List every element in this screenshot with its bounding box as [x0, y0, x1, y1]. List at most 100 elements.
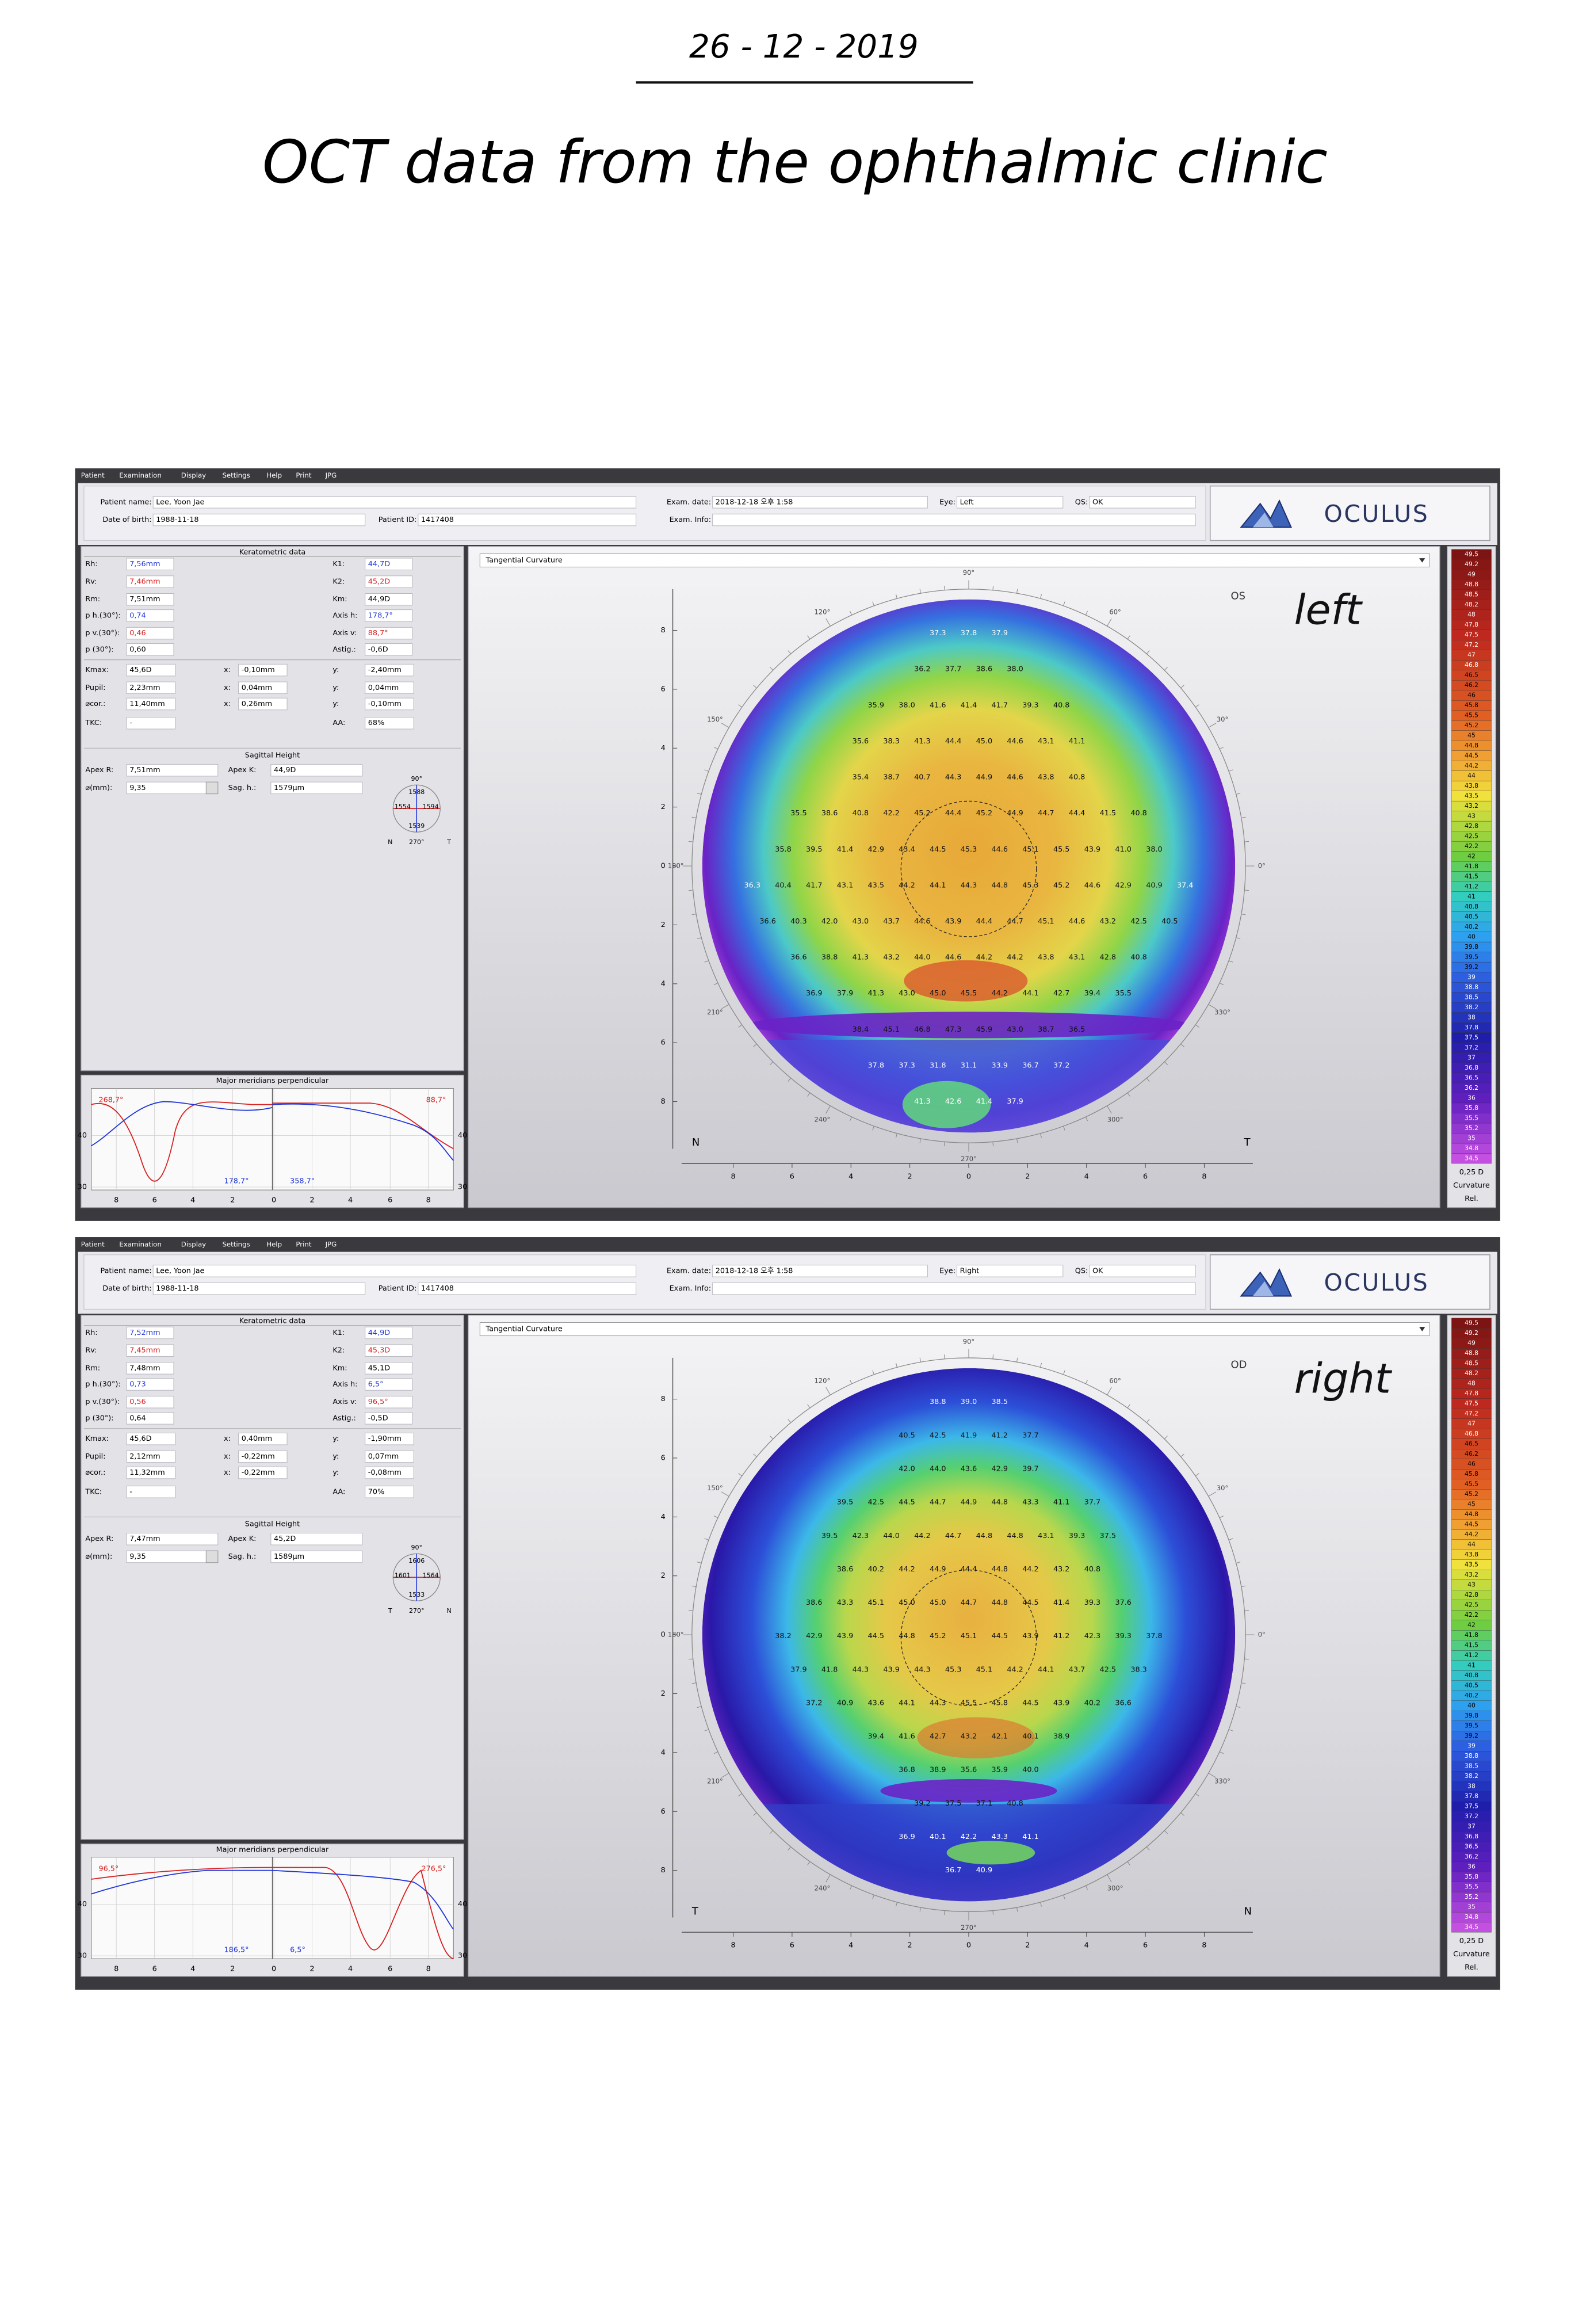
field-box [152, 496, 637, 509]
menu-item[interactable]: Examination [119, 471, 162, 479]
field-label: Apex K: [228, 1535, 257, 1543]
map-value: 39.3 [1022, 701, 1038, 709]
map-value: 43.1 [837, 881, 853, 890]
map-value: 39.5 [837, 1498, 853, 1507]
field-label: K1: [332, 560, 345, 568]
scale-label: 43.8 [1465, 782, 1478, 789]
menu-item[interactable]: Patient [81, 471, 105, 479]
map-value: 41.1 [1053, 1498, 1069, 1507]
angle-tick [1236, 793, 1241, 795]
field-label: ⌀cor.: [85, 1468, 105, 1477]
menu-item[interactable]: Display [181, 471, 206, 479]
y-tick-label: 2 [661, 1689, 666, 1698]
x-tick-label: 4 [190, 1965, 195, 1974]
map-value: 38.6 [821, 809, 838, 818]
menu-item[interactable]: Patient [81, 1240, 105, 1248]
field-label: Eye: [939, 498, 955, 506]
y-tick-label: 6 [661, 1453, 666, 1462]
field-label: Axis v: [332, 1398, 357, 1406]
side-label: N [692, 1136, 700, 1148]
map-lid-shadow [880, 1779, 1057, 1803]
scale-label: 45.5 [1465, 711, 1478, 719]
menu-item[interactable]: Examination [119, 1240, 162, 1248]
dropdown[interactable] [479, 1322, 1430, 1337]
field-value: 178,7° [368, 611, 393, 620]
field-box [712, 1265, 928, 1277]
map-value: 37.7 [1084, 1498, 1100, 1507]
angle-tick [769, 666, 774, 671]
y-tick-label: 8 [661, 1866, 666, 1875]
compass-label: 90° [411, 1544, 422, 1551]
map-value: 44.2 [976, 953, 992, 962]
field-label: Axis h: [332, 1380, 357, 1388]
field-value: 7,56mm [129, 560, 160, 568]
side-label: T [1244, 1136, 1251, 1148]
menu-item[interactable]: JPG [325, 1240, 337, 1248]
field-label: p (30°): [85, 645, 113, 654]
map-value: 44.3 [930, 1699, 946, 1707]
menu-item[interactable]: Help [266, 1240, 282, 1248]
angle-label: 120° [814, 608, 830, 616]
scale-label: 34.8 [1465, 1144, 1478, 1152]
map-value: 43.9 [945, 917, 961, 926]
y-tick-label: 40 [78, 1131, 87, 1140]
menu-item[interactable]: Print [296, 471, 311, 479]
angle-tick [872, 1126, 874, 1131]
y-tick-label: 0 [661, 1631, 666, 1639]
map-value: 45.0 [976, 737, 992, 746]
angle-tick [738, 1793, 743, 1796]
map-value: 35.6 [961, 1766, 977, 1775]
angle-label: 330° [1214, 1008, 1230, 1016]
angle-tick [721, 1004, 729, 1009]
menu-item[interactable]: Help [266, 471, 282, 479]
map-value: 39.4 [1084, 989, 1100, 998]
map-value: 38.6 [806, 1598, 822, 1607]
field-label: y: [332, 684, 339, 692]
angle-tick [691, 816, 697, 818]
angle-tick [807, 1861, 811, 1865]
angle-tick [895, 594, 897, 599]
map-value: 41.8 [821, 1665, 838, 1674]
field-value: -0,22mm [242, 1452, 275, 1461]
x-tick-label: 8 [731, 1941, 735, 1950]
field-box [365, 627, 413, 640]
map-value: 38.0 [1146, 845, 1162, 854]
map-value: 40.8 [1069, 773, 1085, 782]
angle-tick [704, 1538, 709, 1541]
scale-label: 38.2 [1465, 1003, 1478, 1011]
menu-item[interactable]: Print [296, 1240, 311, 1248]
scale-label: 49.5 [1465, 1319, 1478, 1327]
field-value: 6,5° [368, 1380, 384, 1388]
scale-label: 39.8 [1465, 943, 1478, 951]
map-value: 42.6 [945, 1097, 961, 1106]
menu-item[interactable]: Display [181, 1240, 206, 1248]
field-label: Exam. Info: [670, 516, 712, 524]
handwritten-eye: left [1294, 585, 1363, 634]
dropdown[interactable] [479, 553, 1430, 567]
map-value: 44.3 [914, 1665, 930, 1674]
spinner[interactable] [205, 1550, 219, 1563]
angle-label: 270° [961, 1155, 977, 1163]
menu-item[interactable]: Settings [222, 471, 250, 479]
field-label: K2: [332, 578, 345, 586]
map-value: 40.4 [775, 881, 791, 890]
angle-tick [691, 914, 697, 915]
field-label: AA: [332, 1487, 345, 1496]
scale-label: 48.2 [1465, 1369, 1478, 1377]
spinner[interactable] [205, 781, 219, 795]
menu-item[interactable]: JPG [325, 471, 337, 479]
map-value: 41.4 [837, 845, 853, 854]
x-tick-label: 2 [908, 1173, 912, 1181]
field-box [365, 663, 414, 677]
field-label: Pupil: [85, 684, 105, 692]
y-tick-label: 4 [661, 1513, 666, 1521]
map-value: 38.0 [1007, 665, 1023, 674]
scale-step: 0,25 D [1459, 1937, 1484, 1945]
map-value: 44.6 [945, 953, 961, 962]
map-value: 43.0 [1007, 1025, 1023, 1034]
angle-tick [788, 1846, 792, 1850]
field-label: K2: [332, 1346, 345, 1355]
angle-label: 30° [1217, 1484, 1228, 1492]
map-value: 36.3 [744, 881, 760, 890]
menu-item[interactable]: Settings [222, 1240, 250, 1248]
